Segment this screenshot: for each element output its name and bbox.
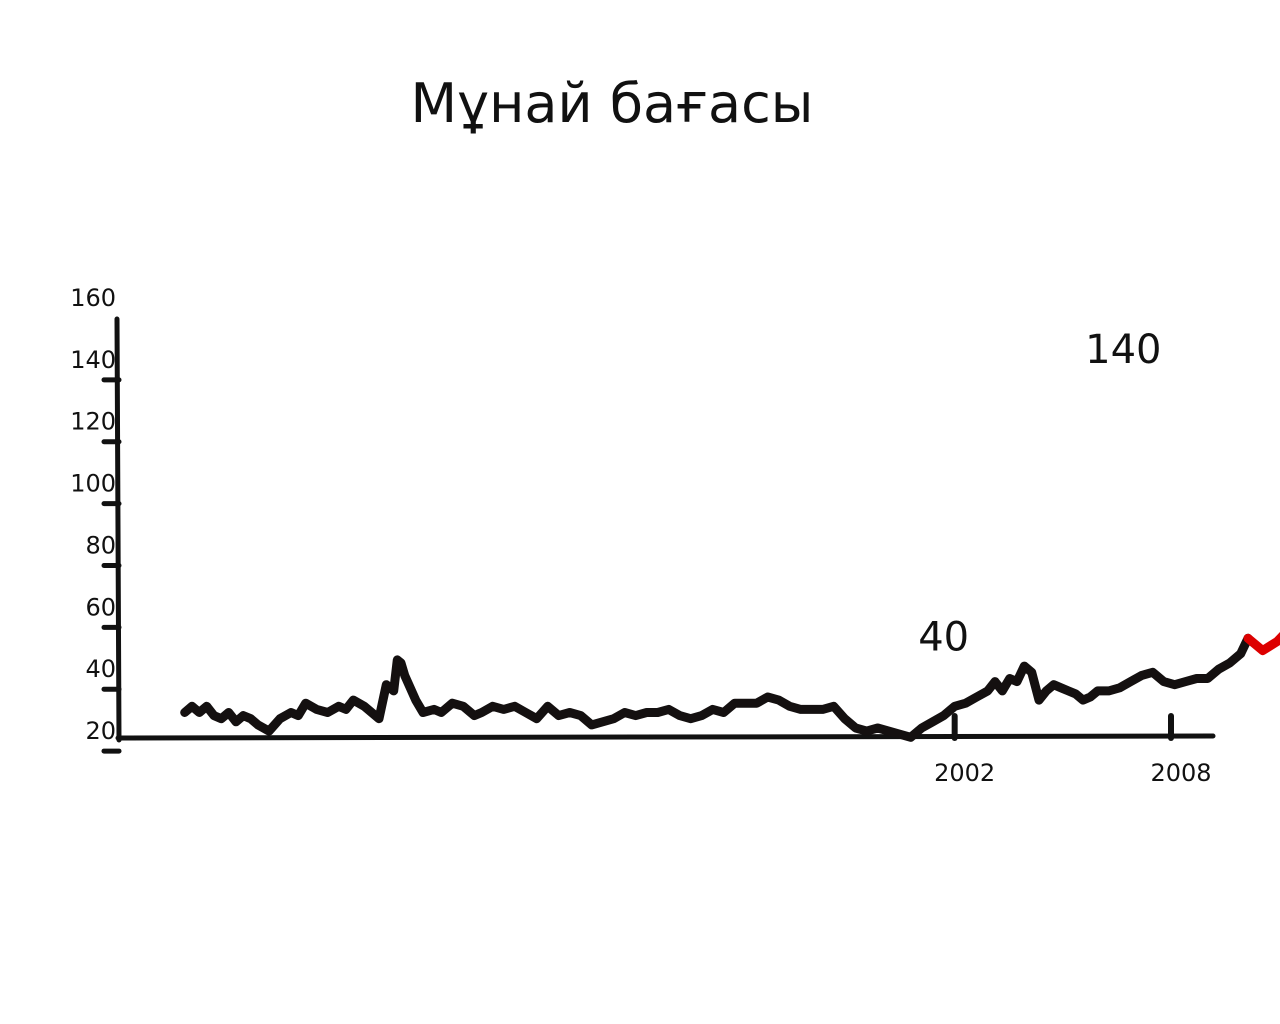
chart-title: Мұнай бағасы [411,72,814,135]
y-ticks: 160 140 120 100 80 60 40 20 [70,284,122,754]
y-tick-label: 120 [70,408,116,436]
y-axis-line [114,316,122,743]
y-tick-label: 40 [85,655,116,683]
series-lines [180,632,1280,742]
x-axis-line [115,733,1216,741]
y-tick-label: 80 [85,531,116,559]
y-tick-label: 160 [70,284,116,312]
y-tick-label: 140 [70,346,116,374]
x-ticks: 2002 2008 [934,713,1212,787]
y-tick-label: 100 [70,470,116,498]
series-line-1 [1243,632,1280,656]
axes [114,316,1216,743]
x-tick-label: 2008 [1150,759,1211,787]
annotation-label: 40 [918,615,969,661]
y-tick-label: 20 [85,717,116,745]
y-tick-label: 60 [85,593,116,621]
annotations: 40 140 [918,327,1161,661]
series-line-0 [180,633,1253,742]
annotation-label: 140 [1085,327,1161,373]
x-tick-label: 2002 [934,759,995,787]
